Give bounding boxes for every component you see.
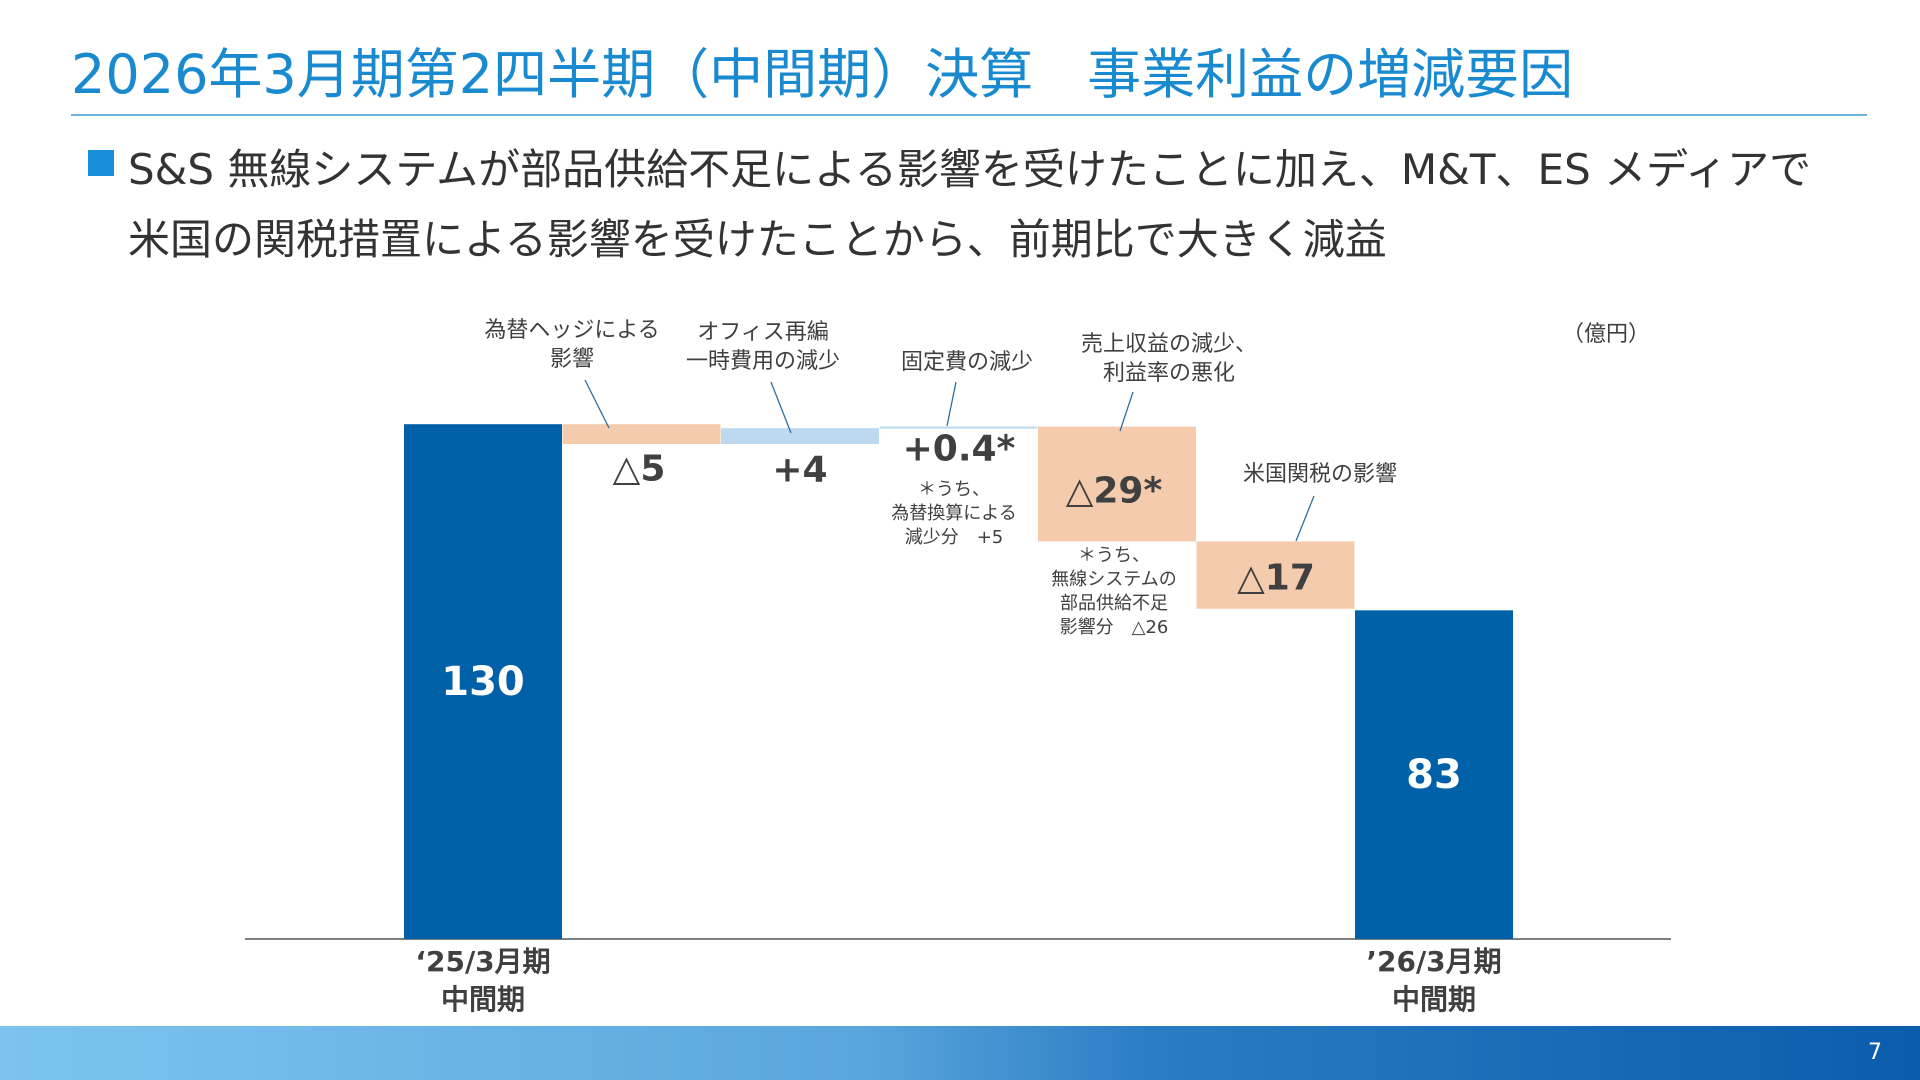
footnote-line: 為替換算による bbox=[891, 503, 1017, 524]
delta-value-label: +4 bbox=[772, 449, 828, 491]
x-axis-label-line: ‘25/3月期 bbox=[415, 945, 551, 978]
footnote-line: 影響分 △26 bbox=[1059, 617, 1169, 638]
annotation-line: 影響 bbox=[549, 347, 594, 372]
x-axis-label: ‘25/3月期 中間期 bbox=[415, 943, 550, 1019]
annotation-line: 固定費の減少 bbox=[900, 350, 1034, 375]
bar-decrease bbox=[562, 424, 721, 444]
annotation-label: 固定費の減少 bbox=[901, 348, 1033, 377]
delta-value-label: +0.4* bbox=[902, 428, 1016, 470]
bar-increase bbox=[879, 426, 1038, 429]
x-axis-label: ’26/3月期 中間期 bbox=[1366, 943, 1501, 1019]
unit-label: （億円） bbox=[1561, 322, 1651, 347]
annotation-label: オフィス再編 一時費用の減少 bbox=[686, 318, 840, 376]
footnote-line: ＊うち、 bbox=[1078, 545, 1150, 566]
delta-value-label: △5 bbox=[612, 448, 666, 490]
bar-increase bbox=[721, 428, 879, 444]
bar-value-label: 130 bbox=[441, 658, 525, 705]
annotation-leader-line bbox=[770, 381, 792, 434]
x-axis-label-line: 中間期 bbox=[440, 983, 525, 1016]
bullet-square-icon bbox=[88, 150, 114, 176]
annotation-line: 一時費用の減少 bbox=[685, 349, 841, 374]
x-axis-label-line: 中間期 bbox=[1391, 983, 1476, 1016]
title-divider bbox=[71, 114, 1867, 116]
bar-total bbox=[404, 424, 562, 939]
delta-value-label: △29* bbox=[1065, 470, 1163, 512]
footer-bar bbox=[0, 1026, 1920, 1080]
footnote: ＊うち、無線システムの 部品供給不足 影響分 △26 bbox=[1051, 544, 1176, 640]
annotation-leader-line bbox=[946, 381, 957, 427]
annotation-label: 為替ヘッジによる 影響 bbox=[484, 316, 659, 374]
bar-decrease bbox=[1038, 426, 1196, 542]
x-axis-label-line: ’26/3月期 bbox=[1366, 945, 1502, 978]
footnote-line: 無線システムの bbox=[1051, 569, 1177, 590]
bar-value-label: 83 bbox=[1406, 751, 1462, 798]
footnote-line: ＊うち、 bbox=[918, 479, 990, 500]
bar-decrease bbox=[1196, 541, 1355, 609]
annotation-line: 売上収益の減少、 bbox=[1080, 332, 1258, 357]
annotation-line: 為替ヘッジによる bbox=[484, 318, 660, 343]
summary-line-1: S&S 無線システムが部品供給不足による影響を受けたことに加え、M&T、ES メ… bbox=[128, 145, 1812, 194]
delta-value-label: △17 bbox=[1237, 557, 1315, 599]
annotation-line: オフィス再編 bbox=[697, 320, 829, 345]
page-title: 2026年3月期第2四半期（中間期）決算 事業利益の増減要因 bbox=[71, 43, 1574, 106]
annotation-line: 利益率の悪化 bbox=[1102, 361, 1236, 386]
footnote-line: 減少分 +5 bbox=[904, 527, 1004, 548]
footnote-line: 部品供給不足 bbox=[1060, 593, 1168, 614]
annotation-line: 米国関税の影響 bbox=[1242, 462, 1398, 487]
annotation-leader-line bbox=[1295, 495, 1315, 542]
annotation-leader-line bbox=[1119, 391, 1134, 432]
annotation-label: 米国関税の影響 bbox=[1243, 460, 1397, 489]
footnote: ＊うち、為替換算による 減少分 +5 bbox=[891, 478, 1016, 550]
annotation-label: 売上収益の減少、 利益率の悪化 bbox=[1081, 330, 1257, 388]
summary-line-2: 米国の関税措置による影響を受けたことから、前期比で大きく減益 bbox=[128, 215, 1387, 264]
bar-total bbox=[1355, 610, 1513, 939]
annotation-leader-line bbox=[584, 379, 610, 429]
page-number: 7 bbox=[1868, 1040, 1882, 1065]
